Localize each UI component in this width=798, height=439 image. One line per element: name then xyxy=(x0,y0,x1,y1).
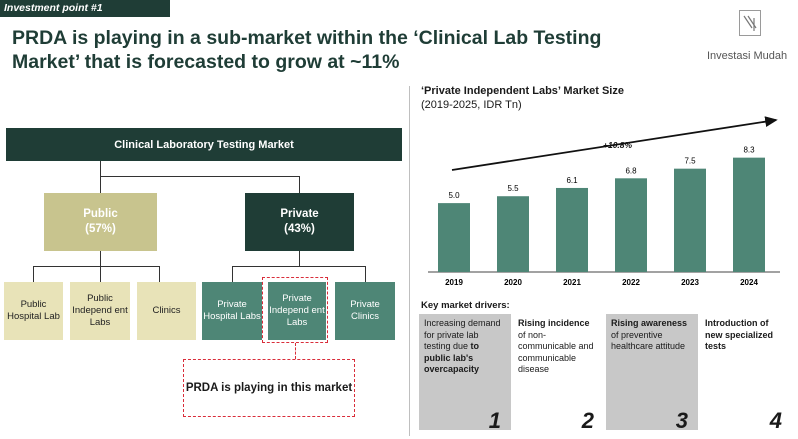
tick-label-2019: 2019 xyxy=(445,278,463,287)
bar-2023 xyxy=(674,168,706,272)
driver-card-1: Increasing demand for private lab testin… xyxy=(419,314,511,433)
clinical-lab-market-box: Clinical Laboratory Testing Market xyxy=(6,128,402,161)
driver-text-part: Rising awareness xyxy=(611,318,688,328)
driver-card-2: Rising incidence of non-communicable and… xyxy=(513,314,604,433)
driver-number: 4 xyxy=(769,407,782,433)
bar-2024 xyxy=(733,157,765,272)
driver-text: Rising awareness of preventive healthcar… xyxy=(611,318,693,353)
private-clinics-box: Private Clinics xyxy=(335,282,395,340)
connector xyxy=(365,266,366,282)
section-divider xyxy=(409,86,410,436)
connector xyxy=(33,266,160,267)
public-hospital-lab-box: Public Hospital Lab xyxy=(4,282,63,340)
cagr-label: +10.8% xyxy=(603,140,633,150)
bar-2022 xyxy=(615,178,647,272)
public-segment-box: Public (57%) xyxy=(44,193,157,251)
tick-label-2024: 2024 xyxy=(740,278,758,287)
driver-card-4: Introduction of new specialized tests 4 xyxy=(700,314,792,433)
driver-text-part: Increasing demand for private lab testin… xyxy=(424,318,501,351)
brand-logo-icon xyxy=(739,10,761,36)
connector xyxy=(299,176,300,193)
tick-label-2023: 2023 xyxy=(681,278,699,287)
driver-card-3: Rising awareness of preventive healthcar… xyxy=(606,314,698,433)
connector xyxy=(232,266,233,282)
connector xyxy=(100,176,101,193)
data-label-2024: 8.3 xyxy=(743,146,755,155)
connector xyxy=(33,266,34,282)
driver-text-part: Rising incidence xyxy=(518,318,590,328)
connector xyxy=(159,266,160,282)
connector xyxy=(100,176,300,177)
drivers-title: Key market drivers: xyxy=(421,300,510,311)
driver-number: 1 xyxy=(488,407,501,433)
private-share: (43%) xyxy=(284,223,315,235)
bar-2020 xyxy=(497,196,529,272)
cagr-arrow xyxy=(451,116,778,171)
tick-label-2021: 2021 xyxy=(563,278,581,287)
bar-2019 xyxy=(438,203,470,272)
private-independent-labs-box: Private Independ ent Labs xyxy=(268,282,326,340)
connector xyxy=(100,251,101,266)
data-label-2021: 6.1 xyxy=(566,176,578,185)
prda-callout: PRDA is playing in this market xyxy=(183,359,355,417)
brand-logo-text: Investasi Mudah xyxy=(707,50,788,62)
driver-number: 3 xyxy=(675,407,688,433)
connector xyxy=(299,251,300,266)
driver-text: Increasing demand for private lab testin… xyxy=(424,318,506,376)
chart-subtitle: (2019-2025, IDR Tn) xyxy=(421,99,522,111)
private-hospital-labs-box: Private Hospital Labs xyxy=(202,282,262,340)
driver-text-part: Introduction of new specialized tests xyxy=(705,318,774,351)
market-size-bar-chart: +10.8% 5.0 2019 5.5 2020 6.1 2021 6.8 2022 7.5 20… xyxy=(428,116,780,287)
driver-text: Rising incidence of non-communicable and… xyxy=(518,318,599,376)
driver-number: 2 xyxy=(581,407,594,433)
driver-text-part: of non-communicable and communicable dis… xyxy=(518,329,594,375)
data-label-2020: 5.5 xyxy=(507,184,519,193)
public-share: (57%) xyxy=(85,223,116,235)
page-title: PRDA is playing in a sub-market within t… xyxy=(12,27,602,73)
public-independent-labs-box: Public Independ ent Labs xyxy=(70,282,130,340)
data-label-2023: 7.5 xyxy=(684,157,696,166)
driver-text-part: to public lab's overcapacity xyxy=(424,341,480,374)
highlight-dashed-border xyxy=(262,277,328,343)
tick-label-2022: 2022 xyxy=(622,278,640,287)
private-segment-box: Private (43%) xyxy=(245,193,354,251)
investment-point-tag: Investment point #1 xyxy=(0,0,170,17)
connector xyxy=(232,266,366,267)
public-clinics-box: Clinics xyxy=(137,282,196,340)
callout-connector xyxy=(295,343,296,359)
private-label: Private xyxy=(280,208,319,220)
bar-2021 xyxy=(556,187,588,272)
connector xyxy=(100,266,101,282)
data-label-2022: 6.8 xyxy=(625,166,637,175)
driver-text-part: of preventive healthcare attitude xyxy=(611,329,686,352)
data-label-2019: 5.0 xyxy=(448,191,460,200)
chart-title: ‘Private Independent Labs’ Market Size xyxy=(421,85,624,97)
public-label: Public xyxy=(83,208,118,220)
connector xyxy=(100,161,101,177)
driver-text: Introduction of new specialized tests xyxy=(705,318,787,353)
tick-label-2020: 2020 xyxy=(504,278,522,287)
